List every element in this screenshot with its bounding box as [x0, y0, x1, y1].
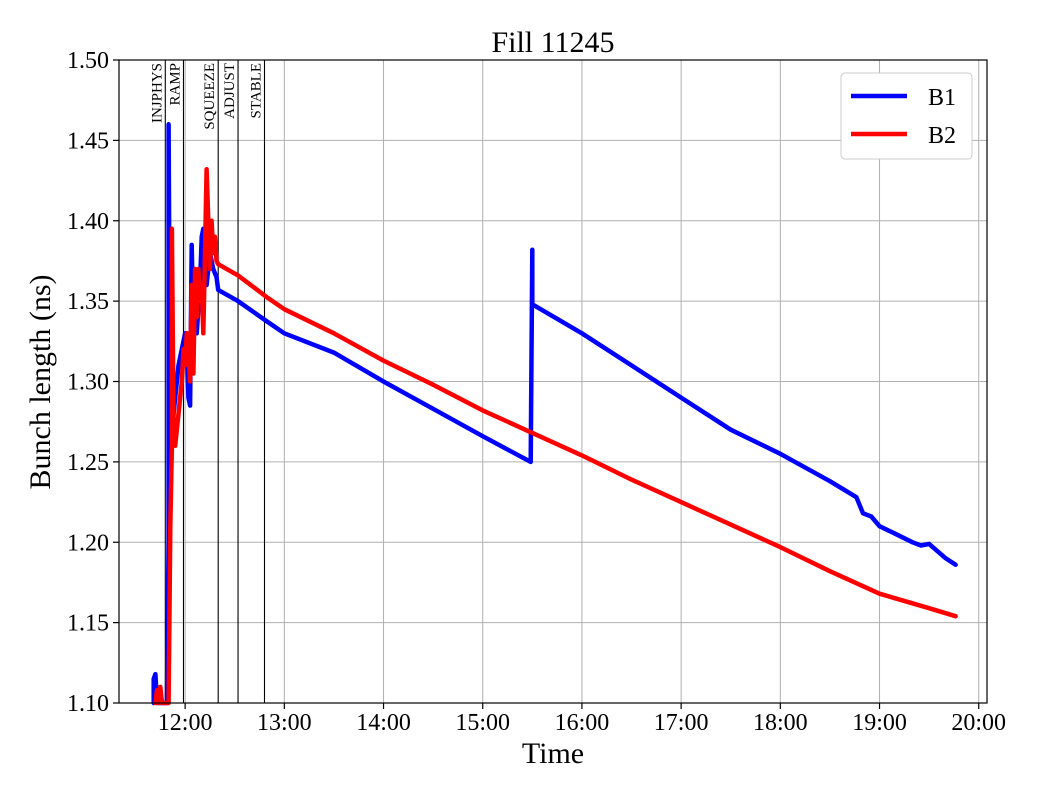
y-tick-labels: 1.10 1.15 1.20 1.25 1.30 1.35 1.40 1.45 1.50 — [67, 48, 109, 717]
series-layer — [151, 122, 958, 706]
y-axis-label: Bunch length (ns) — [24, 275, 57, 490]
y-tick-label: 1.45 — [67, 128, 109, 154]
phase-label-adjust: ADJUST — [222, 63, 238, 119]
x-tick-label: 18:00 — [753, 710, 808, 736]
legend-label-b2: B2 — [928, 123, 956, 149]
series-line-b2 — [153, 167, 958, 706]
y-tick-label: 1.10 — [67, 691, 109, 717]
chart-title: Fill 11245 — [491, 26, 614, 59]
x-tick-label: 12:00 — [158, 710, 213, 736]
phase-label-squeeze: SQUEEZE — [202, 63, 218, 130]
x-tick-label: 14:00 — [356, 710, 411, 736]
tick-marks — [113, 59, 980, 709]
phase-label-ramp: RAMP — [167, 63, 183, 106]
phase-label-injphys: INJPHYS — [149, 63, 165, 123]
x-axis-label: Time — [522, 737, 584, 770]
x-tick-labels: 12:00 13:00 14:00 15:00 16:00 17:00 18:00 19:00… — [158, 710, 1006, 736]
series-line-b1 — [151, 122, 958, 706]
phase-label-stable: STABLE — [248, 63, 264, 118]
y-tick-label: 1.40 — [67, 209, 109, 235]
x-tick-label: 19:00 — [852, 710, 907, 736]
y-tick-label: 1.15 — [67, 611, 109, 637]
x-tick-label: 20:00 — [951, 710, 1006, 736]
y-tick-label: 1.25 — [67, 450, 109, 476]
y-tick-label: 1.20 — [67, 530, 109, 556]
y-tick-label: 1.50 — [67, 48, 109, 74]
x-tick-label: 13:00 — [257, 710, 312, 736]
y-tick-label: 1.35 — [67, 289, 109, 315]
legend-label-b1: B1 — [928, 85, 956, 111]
x-tick-label: 17:00 — [654, 710, 709, 736]
x-tick-label: 16:00 — [555, 710, 610, 736]
x-tick-label: 15:00 — [455, 710, 510, 736]
y-tick-label: 1.30 — [67, 370, 109, 396]
phase-markers: INJPHYS RAMP SQUEEZE ADJUST STABLE — [149, 60, 266, 703]
